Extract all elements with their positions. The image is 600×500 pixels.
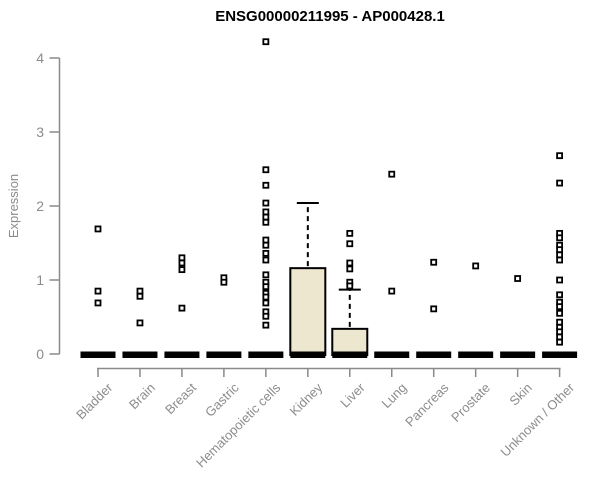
outlier-point-breast[interactable] xyxy=(178,254,186,262)
outlier-point-pancreas[interactable] xyxy=(430,305,438,313)
outlier-point-unknown-other[interactable] xyxy=(556,234,563,242)
boxplot-skin[interactable] xyxy=(500,275,536,359)
median-bar-gastric[interactable] xyxy=(206,351,242,359)
median-bar-kidney[interactable] xyxy=(290,351,326,359)
median-bar-unknown-other[interactable] xyxy=(542,351,578,359)
outlier-point-bladder[interactable] xyxy=(94,225,102,233)
outlier-point-unknown-other[interactable] xyxy=(556,246,563,254)
outlier-point-pancreas[interactable] xyxy=(430,258,438,266)
median-bar-brain[interactable] xyxy=(122,351,158,359)
outlier-point-lung[interactable] xyxy=(388,287,396,295)
outlier-point-hematopoietic-cells[interactable] xyxy=(262,241,270,249)
outlier-point-hematopoietic-cells[interactable] xyxy=(262,236,270,244)
outlier-point-hematopoietic-cells[interactable] xyxy=(262,256,270,264)
outlier-point-breast[interactable] xyxy=(178,304,186,312)
outlier-point-hematopoietic-cells[interactable] xyxy=(262,283,270,291)
median-bar-liver[interactable] xyxy=(332,351,368,359)
chart-title: ENSG00000211995 - AP000428.1 xyxy=(215,8,445,25)
outlier-point-unknown-other[interactable] xyxy=(556,291,563,299)
outlier-point-liver[interactable] xyxy=(346,282,354,290)
outlier-point-hematopoietic-cells[interactable] xyxy=(262,166,270,174)
boxplot-liver[interactable] xyxy=(331,229,369,359)
median-bar-lung[interactable] xyxy=(374,351,410,359)
outlier-point-skin[interactable] xyxy=(514,275,522,282)
median-bar-hematopoietic-cells[interactable] xyxy=(248,351,284,359)
box-liver[interactable] xyxy=(331,327,369,356)
outlier-point-hematopoietic-cells[interactable] xyxy=(262,208,270,216)
outlier-point-liver[interactable] xyxy=(346,240,354,248)
median-bar-bladder[interactable] xyxy=(80,351,116,359)
outlier-point-hematopoietic-cells[interactable] xyxy=(262,249,270,257)
x-axis xyxy=(97,367,561,377)
outlier-point-brain[interactable] xyxy=(136,292,144,300)
boxplot-gastric[interactable] xyxy=(206,274,242,359)
median-bar-pancreas[interactable] xyxy=(416,351,452,359)
y-tick-label-2: 2 xyxy=(36,198,44,214)
boxplot-pancreas[interactable] xyxy=(416,258,452,359)
y-tick-label-0: 0 xyxy=(36,346,44,362)
outlier-point-brain[interactable] xyxy=(136,287,144,295)
outlier-point-unknown-other[interactable] xyxy=(556,309,563,317)
outlier-point-hematopoietic-cells[interactable] xyxy=(262,321,270,329)
outlier-point-hematopoietic-cells[interactable] xyxy=(262,299,270,307)
y-tick-label-4: 4 xyxy=(36,50,44,66)
outlier-point-hematopoietic-cells[interactable] xyxy=(262,181,270,189)
boxplot-brain[interactable] xyxy=(122,287,158,359)
outlier-point-hematopoietic-cells[interactable] xyxy=(262,271,270,279)
outlier-point-liver[interactable] xyxy=(346,259,354,267)
outlier-point-unknown-other[interactable] xyxy=(556,303,563,311)
outlier-point-hematopoietic-cells[interactable] xyxy=(262,213,270,221)
boxplot-bladder[interactable] xyxy=(80,225,116,359)
median-bar-prostate[interactable] xyxy=(458,351,494,359)
outlier-point-breast[interactable] xyxy=(178,259,186,267)
outlier-point-brain[interactable] xyxy=(136,319,144,327)
boxplot-kidney[interactable] xyxy=(289,202,327,359)
outlier-point-unknown-other[interactable] xyxy=(556,251,563,259)
y-tick-label-3: 3 xyxy=(36,124,44,140)
outlier-point-prostate[interactable] xyxy=(472,262,480,270)
boxplot-prostate[interactable] xyxy=(458,262,494,359)
boxplot-lung[interactable] xyxy=(374,170,410,359)
outlier-point-bladder[interactable] xyxy=(94,299,102,307)
outlier-point-hematopoietic-cells[interactable] xyxy=(262,312,270,320)
outlier-point-unknown-other[interactable] xyxy=(556,152,563,160)
box-kidney[interactable] xyxy=(289,267,327,356)
outlier-point-breast[interactable] xyxy=(178,266,186,274)
outlier-point-bladder[interactable] xyxy=(94,287,102,295)
outlier-point-liver[interactable] xyxy=(346,229,354,237)
y-tick-label-1: 1 xyxy=(36,272,44,288)
outlier-point-unknown-other[interactable] xyxy=(556,328,563,336)
boxplot-breast[interactable] xyxy=(164,254,200,359)
outlier-point-unknown-other[interactable] xyxy=(556,179,563,187)
outlier-point-unknown-other[interactable] xyxy=(556,338,563,346)
outlier-point-unknown-other[interactable] xyxy=(556,318,563,326)
outlier-point-hematopoietic-cells[interactable] xyxy=(262,218,270,226)
outlier-point-hematopoietic-cells[interactable] xyxy=(262,293,270,301)
boxplot-hematopoietic-cells[interactable] xyxy=(248,38,284,359)
y-axis xyxy=(49,57,61,355)
outlier-point-hematopoietic-cells[interactable] xyxy=(262,199,270,207)
boxplot-unknown-other[interactable] xyxy=(542,152,578,359)
outlier-point-liver[interactable] xyxy=(346,265,354,273)
median-bar-breast[interactable] xyxy=(164,351,200,359)
outlier-point-unknown-other[interactable] xyxy=(556,276,563,284)
median-bar-skin[interactable] xyxy=(500,351,536,359)
outlier-point-hematopoietic-cells[interactable] xyxy=(262,38,270,46)
outlier-point-unknown-other[interactable] xyxy=(556,333,563,341)
outlier-point-lung[interactable] xyxy=(388,170,396,178)
outlier-point-gastric[interactable] xyxy=(220,278,228,286)
outlier-point-unknown-other[interactable] xyxy=(556,256,563,264)
